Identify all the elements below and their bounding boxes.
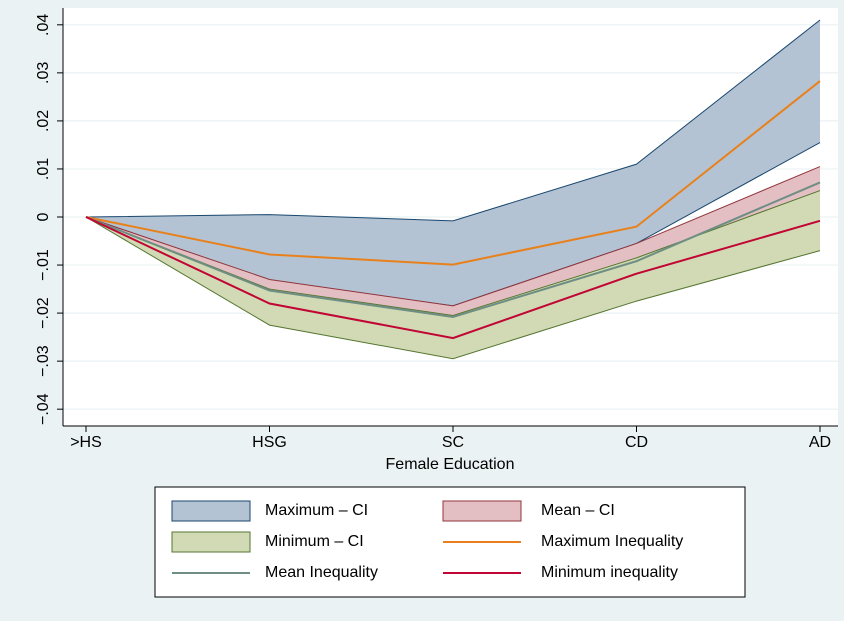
y-tick-label: .02	[35, 110, 52, 132]
y-tick-label: −.03	[35, 345, 52, 377]
y-tick-label: 0	[35, 212, 52, 221]
legend-label: Mean Inequality	[265, 564, 378, 581]
y-tick-label: −.02	[35, 297, 52, 329]
x-axis-title: Female Education	[386, 456, 515, 473]
y-tick-label: −.04	[35, 393, 52, 425]
legend-label: Mean – CI	[541, 502, 615, 519]
legend-label: Minimum inequality	[541, 564, 678, 581]
legend-label: Maximum – CI	[265, 502, 368, 519]
legend-swatch	[171, 500, 251, 522]
y-tick-label: −.01	[35, 249, 52, 281]
legend-swatch	[442, 500, 522, 522]
legend-items: Maximum – CI Mean – CI Minimum – CI Maximum…	[171, 500, 683, 581]
legend-label: Minimum – CI	[265, 533, 364, 550]
x-tick-label: SC	[442, 434, 464, 451]
legend-label: Maximum Inequality	[541, 533, 683, 550]
band-area	[86, 190, 820, 359]
band-edge	[85, 19, 821, 222]
y-tick-label: .01	[35, 158, 52, 180]
band-area	[86, 166, 820, 318]
band-area	[86, 20, 820, 306]
y-tick-label: .03	[35, 62, 52, 84]
y-tick-label: .04	[35, 14, 52, 36]
marks	[85, 19, 821, 360]
axes: −.04 −.03 −.02 −.01 0 .01 .02 .03 .04 >HS HSG SC CD A…	[35, 14, 831, 452]
line	[85, 216, 821, 340]
line	[85, 80, 821, 266]
band-edge	[85, 216, 821, 360]
x-tick-label: CD	[625, 434, 648, 451]
x-tick-label: HSG	[252, 434, 287, 451]
band-edge	[85, 166, 821, 307]
x-tick-label: >HS	[70, 434, 102, 451]
line	[85, 181, 821, 318]
x-tick-label: AD	[809, 434, 831, 451]
legend-swatch	[171, 531, 251, 553]
